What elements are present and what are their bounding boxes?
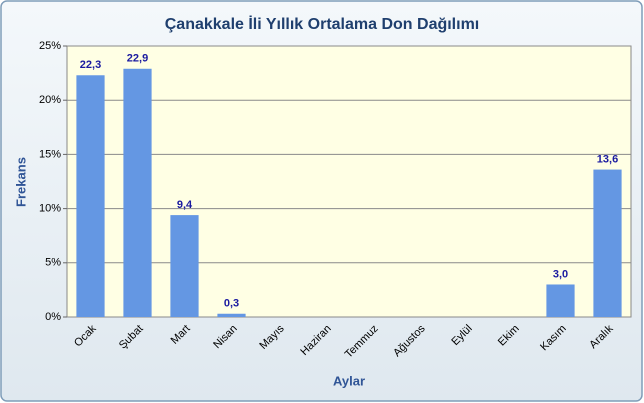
y-tick-label: 0% <box>45 311 61 323</box>
value-label: 9,4 <box>177 199 193 211</box>
y-tick-label: 15% <box>39 148 61 160</box>
y-tick-label: 25% <box>39 40 61 52</box>
value-label: 22,9 <box>127 53 148 65</box>
bar <box>593 169 622 317</box>
bar <box>170 215 199 317</box>
y-tick-label: 5% <box>45 257 61 269</box>
chart-title: Çanakkale İli Yıllık Ortalama Don Dağılı… <box>165 15 480 33</box>
bar <box>217 313 246 317</box>
value-label: 3,0 <box>553 268 568 280</box>
bar <box>123 68 152 317</box>
value-label: 13,6 <box>597 153 618 165</box>
plot-area <box>66 45 632 318</box>
value-label: 22,3 <box>80 59 101 71</box>
x-axis-label: Aylar <box>333 373 365 388</box>
bar <box>76 75 105 317</box>
y-tick-label: 20% <box>39 94 61 106</box>
value-label: 0,3 <box>224 298 239 310</box>
y-axis-label: Frekans <box>13 157 28 207</box>
y-tick-label: 10% <box>39 203 61 215</box>
bar <box>546 284 575 317</box>
